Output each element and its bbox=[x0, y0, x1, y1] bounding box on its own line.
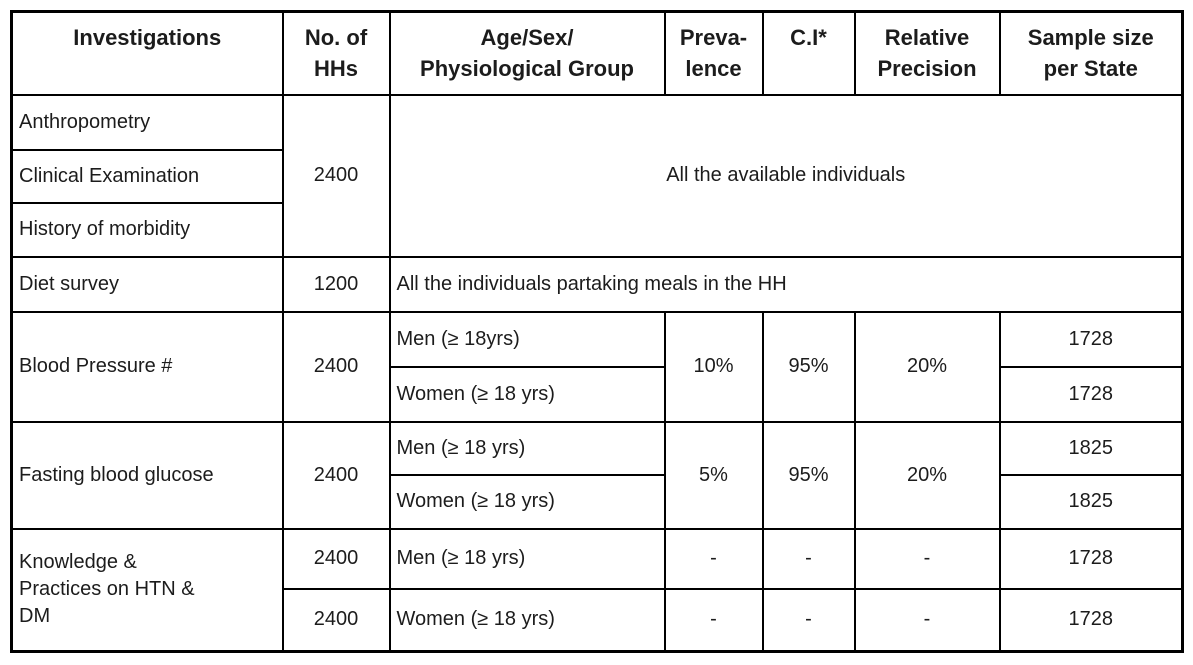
header-age-sex-group: Age/Sex/ Physiological Group bbox=[388, 10, 666, 96]
cell-investigation-fasting-blood-glucose: Fasting blood glucose bbox=[10, 420, 284, 530]
cell-ci-knowledge-practices-women: - bbox=[761, 587, 856, 653]
row-knowledge-practices-women: 2400 Women (≥ 18 yrs) - - - 1728 bbox=[12, 587, 1184, 653]
cell-investigation-blood-pressure: Blood Pressure # bbox=[10, 310, 284, 423]
cell-hhs-knowledge-practices-men: 2400 bbox=[281, 527, 391, 590]
cell-group-blood-pressure-women: Women (≥ 18 yrs) bbox=[388, 365, 666, 423]
cell-group-blood-pressure-men: Men (≥ 18yrs) bbox=[388, 310, 666, 368]
row-anthropometry: Anthropometry 2400 All the available ind… bbox=[10, 93, 1184, 258]
cell-ci-blood-pressure: 95% bbox=[761, 310, 856, 423]
cell-investigation-anthropometry: Anthropometry bbox=[10, 93, 284, 151]
cell-relative-precision-fasting-blood-glucose: 20% bbox=[853, 420, 1001, 530]
row-fasting-blood-glucose-men: Fasting blood glucose 2400 Men (≥ 18 yrs… bbox=[10, 420, 1184, 530]
cell-sample-fasting-blood-glucose-women: 1825 bbox=[998, 473, 1184, 530]
cell-group-fasting-blood-glucose-women: Women (≥ 18 yrs) bbox=[388, 473, 666, 530]
header-ci: C.I* bbox=[761, 10, 856, 96]
cell-sample-fasting-blood-glucose-men: 1825 bbox=[998, 420, 1184, 476]
header-investigations: Investigations bbox=[10, 10, 284, 96]
header-relative-precision: Relative Precision bbox=[853, 10, 1001, 96]
cell-sample-blood-pressure-men: 1728 bbox=[998, 310, 1184, 368]
cell-hhs-anthropometry-group: 2400 bbox=[281, 93, 391, 258]
row-blood-pressure-women: Women (≥ 18 yrs) 1728 bbox=[12, 365, 1184, 423]
cell-ci-knowledge-practices-men: - bbox=[761, 527, 856, 590]
row-blood-pressure-men: Blood Pressure # 2400 Men (≥ 18yrs) 10% … bbox=[10, 310, 1184, 423]
cell-sample-blood-pressure-women: 1728 bbox=[998, 365, 1184, 423]
cell-hhs-knowledge-practices-women: 2400 bbox=[281, 587, 391, 653]
cell-group-fasting-blood-glucose-men: Men (≥ 18 yrs) bbox=[388, 420, 666, 476]
header-row: Investigations No. of HHs Age/Sex/ Physi… bbox=[10, 10, 1184, 96]
cell-sample-knowledge-practices-women: 1728 bbox=[998, 587, 1184, 653]
cell-group-knowledge-practices-women: Women (≥ 18 yrs) bbox=[388, 587, 666, 653]
cell-relative-precision-knowledge-practices-women: - bbox=[853, 587, 1001, 653]
cell-ci-fasting-blood-glucose: 95% bbox=[761, 420, 856, 530]
cell-hhs-diet-survey: 1200 bbox=[281, 255, 391, 313]
row-history-of-morbidity: History of morbidity bbox=[10, 201, 1183, 258]
header-no-of-hhs: No. of HHs bbox=[281, 10, 391, 96]
cell-investigation-clinical-examination: Clinical Examination bbox=[10, 148, 284, 204]
cell-prevalence-blood-pressure: 10% bbox=[663, 310, 764, 423]
cell-hhs-blood-pressure: 2400 bbox=[281, 310, 391, 423]
cell-relative-precision-blood-pressure: 20% bbox=[853, 310, 1001, 423]
cell-group-diet-survey: All the individuals partaking meals in t… bbox=[388, 255, 1184, 313]
header-sample-size: Sample size per State bbox=[998, 10, 1184, 96]
cell-sample-knowledge-practices-men: 1728 bbox=[998, 527, 1184, 590]
cell-group-anthropometry: All the available individuals bbox=[388, 93, 1184, 258]
row-clinical-examination: Clinical Examination bbox=[10, 148, 1183, 204]
row-fasting-blood-glucose-women: Women (≥ 18 yrs) 1825 bbox=[12, 473, 1184, 530]
cell-group-knowledge-practices-men: Men (≥ 18 yrs) bbox=[388, 527, 666, 590]
cell-prevalence-knowledge-practices-women: - bbox=[663, 587, 764, 653]
cell-relative-precision-knowledge-practices-men: - bbox=[853, 527, 1001, 590]
cell-investigation-diet-survey: Diet survey bbox=[10, 255, 284, 313]
cell-prevalence-knowledge-practices-men: - bbox=[663, 527, 764, 590]
cell-prevalence-fasting-blood-glucose: 5% bbox=[663, 420, 764, 530]
survey-sampling-table: Investigations No. of HHs Age/Sex/ Physi… bbox=[10, 10, 1184, 653]
header-prevalence: Preva- lence bbox=[663, 10, 764, 96]
cell-investigation-history-of-morbidity: History of morbidity bbox=[10, 201, 284, 258]
cell-investigation-knowledge-practices: Knowledge & Practices on HTN & DM bbox=[10, 527, 284, 653]
row-knowledge-practices-men: Knowledge & Practices on HTN & DM 2400 M… bbox=[10, 527, 1184, 653]
row-diet-survey: Diet survey 1200 All the individuals par… bbox=[10, 255, 1184, 313]
cell-hhs-fasting-blood-glucose: 2400 bbox=[281, 420, 391, 530]
